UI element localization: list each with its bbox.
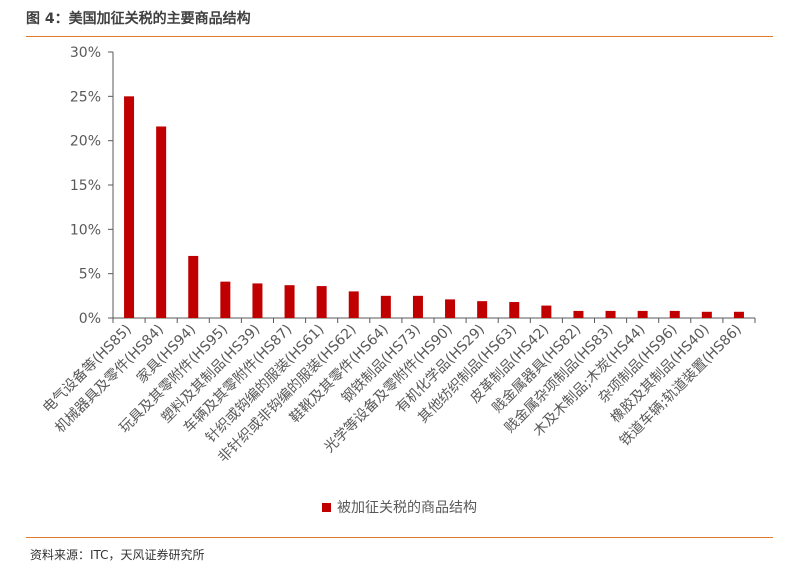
y-tick-label: 20% <box>70 134 101 150</box>
bottom-rule <box>26 537 773 538</box>
bar <box>284 285 295 318</box>
bar <box>188 255 199 318</box>
bar <box>124 96 135 318</box>
y-tick-label: 5% <box>79 267 101 283</box>
bar <box>156 126 167 318</box>
bar <box>445 299 456 318</box>
bar <box>605 310 616 318</box>
bar <box>252 283 263 318</box>
bar <box>669 310 680 318</box>
y-tick-label: 25% <box>70 89 101 105</box>
source-note: 资料来源：ITC，天风证券研究所 <box>30 548 205 562</box>
top-rule <box>26 36 773 37</box>
legend-swatch <box>322 503 331 512</box>
y-tick-label: 10% <box>70 222 101 238</box>
bar <box>541 305 552 318</box>
bar <box>509 302 520 318</box>
legend-label: 被加征关税的商品结构 <box>337 500 477 516</box>
bar <box>477 301 488 318</box>
bar <box>733 311 744 318</box>
bar <box>348 291 359 318</box>
y-tick-label: 0% <box>79 311 101 327</box>
bar <box>701 311 712 318</box>
figure-title: 图 4：美国加征关税的主要商品结构 <box>26 11 251 27</box>
bar <box>412 295 423 318</box>
bar <box>380 295 391 318</box>
bar <box>637 310 648 318</box>
bar <box>316 286 327 318</box>
y-tick-label: 30% <box>70 45 101 61</box>
bar <box>573 310 584 318</box>
bar <box>220 281 231 318</box>
y-tick-label: 15% <box>70 178 101 194</box>
